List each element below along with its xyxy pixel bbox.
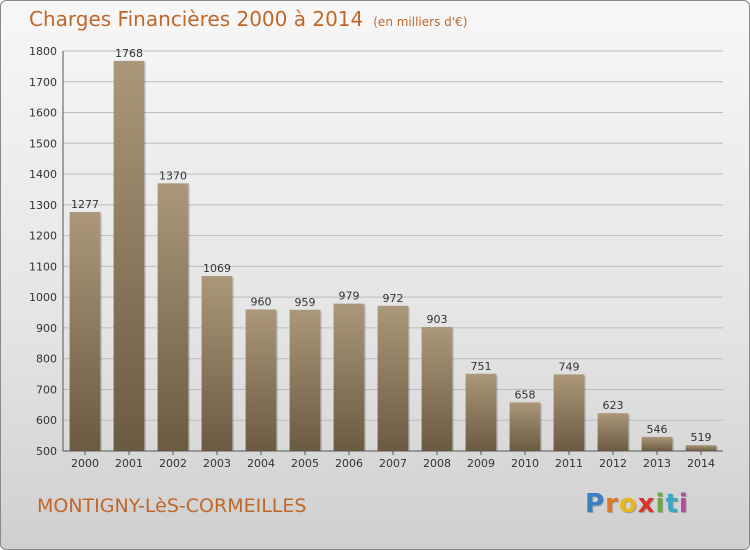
- logo-letter: i: [655, 489, 666, 519]
- proxiti-logo[interactable]: Proxiti: [585, 489, 689, 519]
- bar: [333, 303, 365, 451]
- data-label: 979: [339, 290, 360, 303]
- data-label: 959: [295, 296, 316, 309]
- bar: [69, 211, 101, 451]
- y-tick-label: 1800: [29, 45, 57, 58]
- logo-letter: P: [585, 489, 606, 519]
- x-tick-label: 2007: [379, 457, 407, 470]
- commune-name: MONTIGNY-LèS-CORMEILLES: [37, 495, 307, 517]
- bar: [421, 327, 453, 451]
- data-label: 1277: [71, 198, 99, 211]
- y-tick-label: 600: [36, 414, 57, 427]
- x-tick-label: 2010: [511, 457, 539, 470]
- x-tick-label: 2006: [335, 457, 363, 470]
- data-label: 751: [471, 360, 492, 373]
- bar: [597, 413, 629, 451]
- y-tick-label: 1100: [29, 260, 57, 273]
- y-tick-label: 900: [36, 322, 57, 335]
- bar: [685, 445, 717, 451]
- data-label: 960: [251, 295, 272, 308]
- y-tick-label: 1700: [29, 76, 57, 89]
- y-tick-label: 800: [36, 353, 57, 366]
- x-tick-label: 2001: [115, 457, 143, 470]
- y-tick-label: 1400: [29, 168, 57, 181]
- data-label: 623: [603, 399, 624, 412]
- y-tick-label: 500: [36, 445, 57, 458]
- y-tick-label: 1600: [29, 107, 57, 120]
- bar: [509, 402, 541, 451]
- data-label: 1370: [159, 169, 187, 182]
- data-label: 658: [515, 388, 536, 401]
- data-label: 519: [691, 431, 712, 444]
- y-tick-label: 1200: [29, 230, 57, 243]
- y-tick-label: 700: [36, 383, 57, 396]
- bar: [201, 275, 233, 451]
- x-tick-label: 2005: [291, 457, 319, 470]
- bar: [157, 183, 189, 452]
- logo-letter: x: [637, 489, 656, 519]
- bar: [553, 374, 585, 451]
- x-tick-label: 2011: [555, 457, 583, 470]
- x-tick-label: 2014: [687, 457, 715, 470]
- x-tick-label: 2012: [599, 457, 627, 470]
- x-tick-label: 2000: [71, 457, 99, 470]
- x-tick-label: 2009: [467, 457, 495, 470]
- bar: [377, 305, 409, 451]
- y-tick-label: 1300: [29, 199, 57, 212]
- y-tick-label: 1500: [29, 137, 57, 150]
- x-tick-label: 2008: [423, 457, 451, 470]
- data-label: 1069: [203, 262, 231, 275]
- x-tick-label: 2002: [159, 457, 187, 470]
- data-label: 749: [559, 360, 580, 373]
- bar: [289, 309, 321, 451]
- bar: [245, 309, 277, 451]
- logo-letter: t: [665, 489, 679, 519]
- bar: [465, 373, 497, 451]
- y-tick-label: 1000: [29, 291, 57, 304]
- logo-letter: o: [618, 489, 638, 519]
- bar: [641, 436, 673, 451]
- x-tick-label: 2003: [203, 457, 231, 470]
- x-tick-label: 2004: [247, 457, 275, 470]
- x-tick-label: 2013: [643, 457, 671, 470]
- chart-subtitle: (en milliers d'€): [373, 15, 468, 29]
- logo-letter: i: [678, 489, 689, 519]
- data-label: 903: [427, 313, 448, 326]
- chart-title: Charges Financières 2000 à 2014 (en milli…: [29, 7, 467, 31]
- bar: [113, 60, 145, 451]
- data-label: 1768: [115, 47, 143, 60]
- chart-title-text: Charges Financières 2000 à 2014: [29, 7, 364, 31]
- logo-letter: r: [605, 489, 619, 519]
- data-label: 972: [383, 292, 404, 305]
- data-label: 546: [647, 423, 668, 436]
